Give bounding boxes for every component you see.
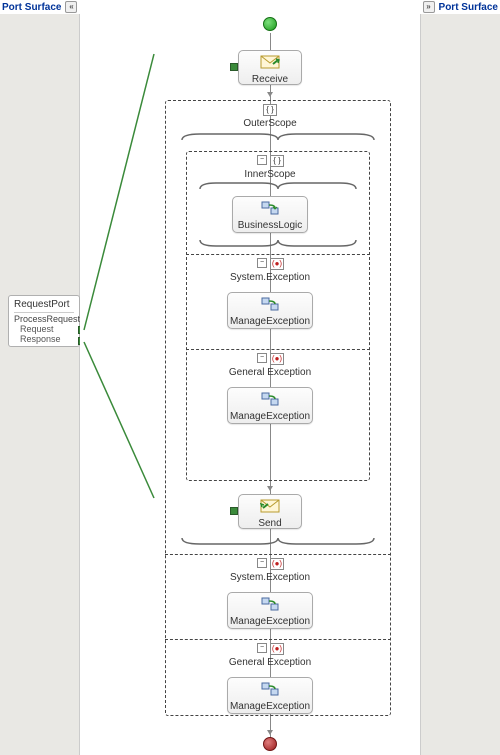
outer-catch-sysex-divider [165, 554, 391, 555]
outer-scope-label: OuterScope [220, 118, 320, 129]
inner-catch-sysex-divider [186, 254, 370, 255]
port-surface-label-left: Port Surface [2, 2, 61, 13]
receive-icon [260, 55, 280, 69]
me3-label: ManageException [228, 616, 312, 627]
outer-catch-genex-divider [165, 639, 391, 640]
inner-brace-top [198, 181, 358, 191]
outer-scope-icon: { } [263, 104, 277, 116]
outer-catch1-minus-icon[interactable]: − [257, 558, 267, 568]
end-node [263, 737, 277, 751]
receive-label: Receive [239, 74, 301, 85]
call-orchestration-icon [261, 392, 279, 406]
arrow [267, 730, 273, 735]
call-orchestration-icon [261, 201, 279, 215]
request-port[interactable]: RequestPort ProcessRequest Request Respo… [8, 295, 80, 347]
inner-minus-icon[interactable]: − [257, 155, 267, 165]
outer-catch1-icon: (●) [270, 558, 284, 570]
send-shape[interactable]: Send [238, 494, 302, 529]
orchestration-canvas: Receive { } OuterScope − { } InnerScope … [80, 14, 420, 755]
receive-connector[interactable] [230, 63, 238, 71]
outer-brace-top [180, 132, 376, 142]
request-message: Request [14, 324, 74, 334]
inner-scope-icon: { } [270, 155, 284, 167]
inner-catch2-label: General Exception [220, 367, 320, 378]
send-icon [260, 499, 280, 513]
inner-catch1-icon: (●) [270, 258, 284, 270]
call-orchestration-icon [261, 682, 279, 696]
manage-exception-3[interactable]: ManageException [227, 592, 313, 629]
call-orchestration-icon [261, 297, 279, 311]
inner-catch2-minus-icon[interactable]: − [257, 353, 267, 363]
collapse-left-icon[interactable]: « [65, 1, 77, 13]
me4-label: ManageException [228, 701, 312, 712]
me2-label: ManageException [228, 411, 312, 422]
arrow [267, 486, 273, 491]
port-surface-header-right: » Port Surface [423, 0, 498, 14]
inner-catch1-label: System.Exception [220, 272, 320, 283]
start-node [263, 17, 277, 31]
port-operation: ProcessRequest Request Response [14, 312, 74, 344]
response-message: Response [14, 334, 74, 344]
manage-exception-4[interactable]: ManageException [227, 677, 313, 714]
send-label: Send [239, 518, 301, 529]
receive-shape[interactable]: Receive [238, 50, 302, 85]
collapse-right-icon[interactable]: » [423, 1, 435, 13]
outer-catch2-minus-icon[interactable]: − [257, 643, 267, 653]
inner-scope-label: InnerScope [220, 169, 320, 180]
outer-catch2-label: General Exception [220, 657, 320, 668]
manage-exception-1[interactable]: ManageException [227, 292, 313, 329]
operation-name: ProcessRequest [14, 314, 74, 324]
call-orchestration-icon [261, 597, 279, 611]
port-surface-right [420, 14, 500, 755]
me1-label: ManageException [228, 316, 312, 327]
business-logic-shape[interactable]: BusinessLogic [232, 196, 308, 233]
inner-brace-bottom [198, 238, 358, 248]
manage-exception-2[interactable]: ManageException [227, 387, 313, 424]
port-surface-label-right: Port Surface [439, 2, 498, 13]
business-logic-label: BusinessLogic [233, 220, 307, 231]
outer-catch1-label: System.Exception [220, 572, 320, 583]
inner-catch-genex-divider [186, 349, 370, 350]
inner-catch1-minus-icon[interactable]: − [257, 258, 267, 268]
outer-brace-bottom [180, 536, 376, 546]
port-surface-header-left: Port Surface « [2, 0, 77, 14]
port-title: RequestPort [14, 299, 74, 310]
inner-catch2-icon: (●) [270, 353, 284, 365]
port-surface-left [0, 14, 80, 755]
arrow [267, 92, 273, 97]
outer-catch2-icon: (●) [270, 643, 284, 655]
